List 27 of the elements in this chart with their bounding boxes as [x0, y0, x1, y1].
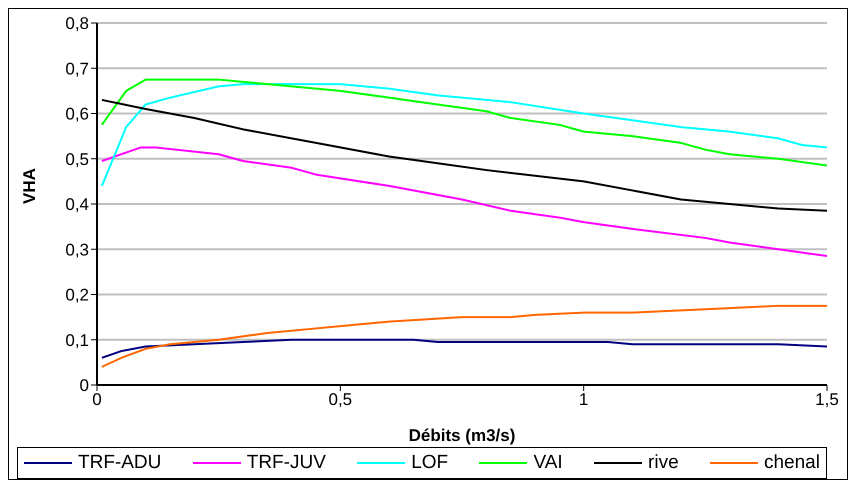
legend-label: TRF-JUV — [246, 452, 326, 474]
x-tick-label: 1 — [578, 390, 588, 410]
line-series — [100, 338, 827, 359]
y-tick-label: 0,3 — [65, 240, 89, 260]
line-series — [100, 78, 827, 167]
line-series — [100, 83, 827, 187]
legend-label: LOF — [410, 452, 448, 474]
y-tick-label: 0,8 — [65, 14, 89, 34]
y-tick-label: 0,6 — [65, 104, 89, 124]
legend-label: TRF-ADU — [77, 452, 162, 474]
y-tick-label: 0,4 — [65, 195, 89, 214]
x-tick-label: 0 — [92, 390, 102, 410]
legend-label: VAI — [532, 452, 563, 474]
line-series — [100, 98, 827, 212]
line-series — [100, 146, 827, 258]
x-axis-title: Débits (m3/s) — [408, 426, 516, 445]
x-tick-label: 0,5 — [328, 390, 352, 410]
y-axis-title: VHA — [20, 168, 40, 204]
y-tick-label: 0,7 — [65, 59, 89, 78]
x-tick-label: 1,5 — [815, 390, 839, 410]
legend-label: rive — [647, 452, 679, 474]
y-tick-label: 0,2 — [65, 286, 89, 305]
y-tick-label: 0,1 — [65, 330, 89, 350]
line-series — [100, 304, 827, 368]
legend-label: chenal — [762, 452, 820, 474]
y-tick-label: 0 — [80, 376, 89, 396]
y-tick-label: 0,5 — [65, 150, 89, 169]
